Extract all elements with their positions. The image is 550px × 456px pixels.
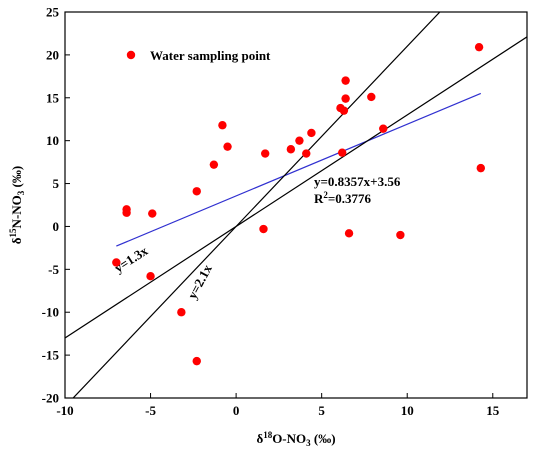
data-point	[295, 136, 304, 145]
axis-ticks: -10 -5 0 5 10 15 -20 -15 -10 -5 0 5 10 15 20 25	[42, 5, 500, 419]
y-label-sub: 3	[16, 190, 26, 195]
y-label-mid: N-NO	[9, 195, 24, 228]
r-squared-sup: 2	[323, 190, 328, 200]
x-tick-label: 5	[318, 403, 325, 418]
y-label-tail: (‰)	[9, 166, 24, 191]
x-tick-label: -5	[145, 403, 156, 418]
data-point	[307, 128, 316, 138]
x-label-main: δ	[256, 431, 263, 446]
data-point	[261, 149, 270, 158]
data-point	[339, 106, 349, 115]
data-point	[146, 271, 155, 281]
data-point	[474, 42, 484, 52]
x-tick-label: -10	[56, 403, 73, 418]
y-axis-label: δ15N-NO3 (‰)	[8, 166, 26, 244]
x-label-sub: 3	[306, 438, 311, 448]
data-point	[341, 76, 350, 85]
x-label-sup: 18	[263, 430, 273, 440]
data-point	[344, 229, 354, 238]
r-squared-value: =0.3776	[328, 191, 372, 206]
data-point	[223, 142, 232, 151]
x-label-mid: O-NO	[272, 431, 306, 446]
data-point	[338, 148, 347, 157]
x-axis-label: δ18O-NO3 (‰)	[256, 430, 335, 448]
y-label-sup: 15	[8, 228, 18, 238]
legend: Water sampling point	[126, 48, 271, 63]
y-tick-label: 10	[46, 133, 59, 148]
plot-frame	[64, 11, 528, 399]
data-point	[148, 209, 157, 218]
legend-label: Water sampling point	[150, 48, 271, 63]
data-point	[192, 187, 201, 196]
line-13-label: y=1.3x	[111, 243, 150, 276]
line-regression	[116, 92, 482, 247]
r-squared-prefix: R	[314, 191, 324, 206]
y-label-main: δ	[9, 237, 24, 244]
y-tick-label: -20	[42, 391, 59, 406]
x-tick-label: 10	[401, 403, 414, 418]
line-y-2-1x	[72, 12, 441, 398]
data-point	[112, 258, 121, 267]
reference-lines	[65, 12, 527, 398]
data-point	[302, 149, 311, 158]
line-y-1-3x	[65, 36, 527, 339]
data-point	[177, 308, 186, 317]
data-point	[192, 356, 201, 366]
x-tick-label: 15	[486, 403, 500, 418]
data-point	[122, 208, 131, 217]
data-point	[379, 124, 388, 133]
r-squared-label: R2=0.3776	[314, 190, 372, 206]
y-tick-label: 20	[46, 47, 59, 62]
y-tick-label: 15	[46, 90, 60, 105]
data-point	[476, 163, 485, 173]
y-tick-label: -5	[48, 262, 59, 277]
y-tick-label: 25	[46, 5, 60, 20]
x-tick-label: 0	[233, 403, 240, 418]
data-point	[286, 145, 296, 154]
data-point	[218, 121, 227, 130]
data-point	[396, 230, 405, 240]
y-tick-label: 5	[53, 176, 60, 191]
data-point	[259, 224, 268, 234]
y-tick-label: 0	[53, 219, 60, 234]
y-tick-label: -15	[42, 348, 60, 363]
data-point	[341, 94, 350, 103]
data-point	[367, 92, 376, 102]
line-21-label: y=2.1x	[184, 262, 215, 302]
y-tick-label: -10	[42, 305, 59, 320]
data-points	[112, 42, 485, 366]
x-label-tail: (‰)	[311, 431, 336, 446]
legend-marker	[126, 50, 136, 60]
data-point	[209, 160, 219, 169]
regression-equation: y=0.8357x+3.56	[314, 174, 401, 189]
